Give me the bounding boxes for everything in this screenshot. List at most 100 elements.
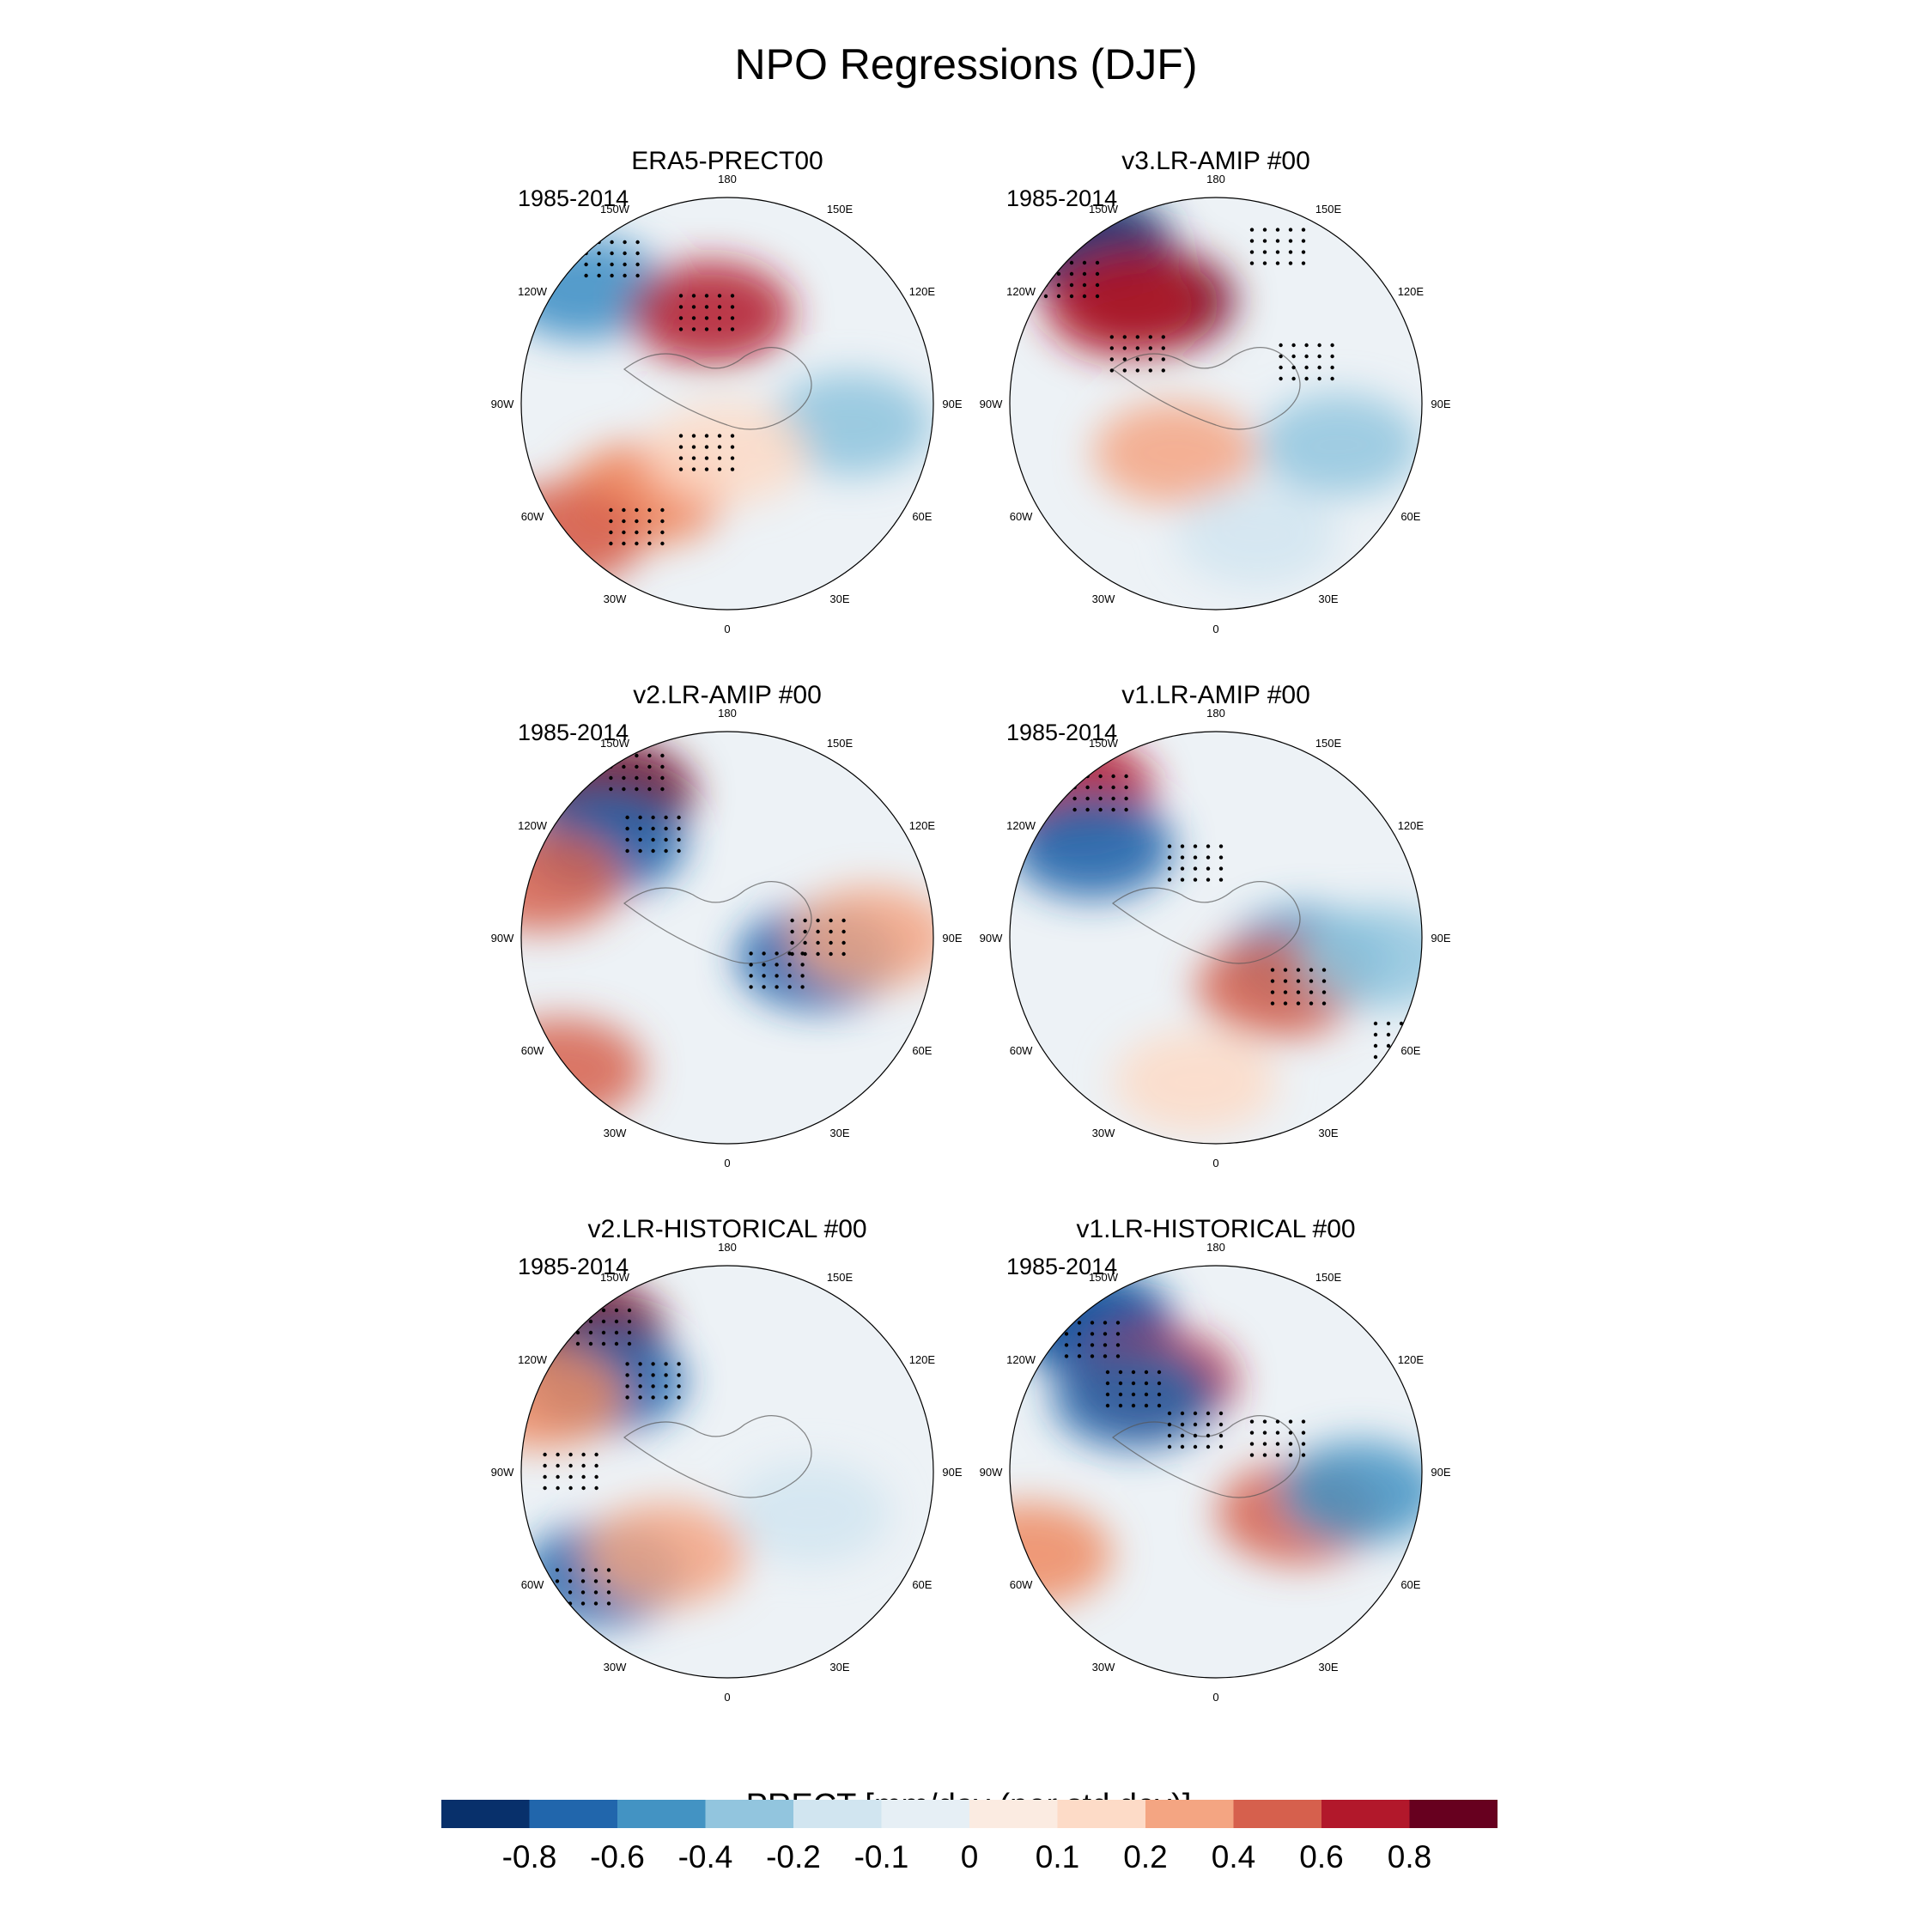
- stipple-dot: [1270, 990, 1275, 994]
- stipple-dot: [829, 940, 833, 945]
- longitude-label: 60W: [1010, 1578, 1033, 1591]
- stipple-dot: [614, 1319, 619, 1324]
- stipple-dot: [625, 1362, 629, 1366]
- stipple-dot: [1090, 1354, 1095, 1358]
- longitude-label: 120E: [909, 285, 936, 298]
- longitude-label: 180: [718, 707, 737, 720]
- stipple-dot: [803, 940, 807, 945]
- stipple-dot: [1275, 261, 1280, 265]
- stipple-dot: [1425, 1022, 1429, 1025]
- stipple-dot: [1109, 368, 1115, 373]
- stipple-dot: [790, 940, 794, 945]
- longitude-label: 30E: [829, 1661, 849, 1674]
- stipple-dot: [594, 1452, 598, 1457]
- colorbar: PRECT [mm/day (per std dev)] -0.8-0.6-0.…: [441, 1788, 1498, 1874]
- stipple-dot: [1131, 1403, 1136, 1408]
- longitude-label: 180: [718, 1241, 737, 1254]
- stipple-dot: [787, 974, 792, 978]
- longitude-label: 90E: [1431, 398, 1450, 410]
- stipple-dot: [581, 1452, 586, 1457]
- longitude-label: 150E: [827, 737, 854, 750]
- stipple-dot: [556, 1485, 560, 1491]
- stipple-dot: [581, 1485, 586, 1491]
- longitude-label: 120W: [518, 1353, 548, 1366]
- stipple-dot: [647, 764, 652, 769]
- stipple-dot: [1296, 1001, 1301, 1005]
- stipple-dot: [1115, 1354, 1121, 1358]
- stipple-dot: [622, 541, 626, 546]
- stipple-dot: [1193, 1411, 1198, 1416]
- stipple-dot: [664, 1384, 668, 1388]
- colorbar-box: [617, 1800, 706, 1828]
- stipple-dot: [1291, 343, 1296, 348]
- stipple-dot: [678, 434, 683, 438]
- stipple-dot: [704, 316, 709, 320]
- stipple-dot: [1283, 968, 1288, 972]
- stipple-dot: [647, 787, 652, 792]
- stipple-dot: [1144, 1403, 1149, 1408]
- stipple-dot: [1157, 1381, 1162, 1386]
- stipple-dot: [1301, 1431, 1306, 1435]
- longitude-label: 60W: [521, 1044, 544, 1057]
- stipple-dot: [1115, 1343, 1121, 1347]
- stipple-dot: [678, 327, 683, 331]
- stipple-dot: [678, 456, 683, 460]
- stipple-dot: [1135, 357, 1140, 361]
- stipple-dot: [691, 305, 696, 309]
- stipple-dot: [556, 1474, 560, 1479]
- stipple-dot: [575, 1341, 580, 1346]
- stipple-dot: [1144, 1370, 1149, 1375]
- stipple-dot: [1218, 855, 1224, 860]
- stipple-dot: [1056, 283, 1061, 288]
- stipple-dot: [1218, 866, 1224, 871]
- stipple-dot: [1180, 1422, 1185, 1427]
- stipple-dot: [1077, 1354, 1082, 1358]
- stipple-dot: [1144, 1381, 1149, 1386]
- anomaly-patch: [629, 261, 793, 365]
- longitude-label: 90W: [980, 398, 1003, 410]
- stipple-dot: [1180, 855, 1185, 860]
- stipple-dot: [800, 951, 805, 956]
- significance-stipple: [1043, 228, 1334, 381]
- longitude-label: 30W: [1092, 1127, 1115, 1139]
- stipple-dot: [664, 837, 668, 842]
- stipple-dot: [1291, 354, 1296, 359]
- stipple-dot: [1304, 343, 1309, 348]
- stipple-dot: [568, 1568, 573, 1572]
- longitude-label: 90E: [942, 398, 962, 410]
- stipple-dot: [1206, 855, 1211, 860]
- stipple-dot: [803, 929, 807, 934]
- stipple-dot: [1218, 844, 1224, 848]
- stipple-dot: [730, 294, 735, 298]
- stipple-dot: [829, 918, 833, 923]
- stipple-dot: [1330, 343, 1334, 348]
- stipple-dot: [580, 1579, 586, 1583]
- stipple-dot: [1082, 283, 1087, 288]
- stipple-dot: [1425, 1044, 1429, 1048]
- longitude-label: 150W: [1089, 203, 1119, 216]
- stipple-dot: [1412, 1032, 1417, 1037]
- stipple-dot: [627, 1341, 632, 1346]
- longitude-label: 60E: [1400, 510, 1420, 523]
- anomaly-patch: [1043, 252, 1207, 356]
- longitude-label: 90E: [1431, 932, 1450, 945]
- stipple-dot: [1193, 844, 1198, 848]
- stipple-dot: [606, 1568, 611, 1572]
- stipple-dot: [1069, 260, 1074, 265]
- longitude-label: 150E: [1315, 737, 1342, 750]
- stipple-dot: [651, 848, 655, 854]
- stipple-dot: [601, 1330, 606, 1335]
- stipple-dot: [1109, 346, 1115, 350]
- stipple-dot: [627, 1330, 632, 1335]
- stipple-dot: [660, 519, 665, 524]
- colorbar-box: [1409, 1800, 1498, 1828]
- stipple-dot: [1085, 807, 1090, 812]
- stipple-dot: [1167, 855, 1172, 860]
- stipple-dot: [1283, 979, 1288, 983]
- stipple-dot: [625, 837, 629, 842]
- stipple-dot: [1111, 807, 1115, 812]
- stipple-dot: [1270, 1001, 1275, 1005]
- stipple-dot: [1109, 335, 1115, 339]
- stipple-dot: [1262, 1442, 1267, 1446]
- longitude-label: 0: [1212, 623, 1218, 635]
